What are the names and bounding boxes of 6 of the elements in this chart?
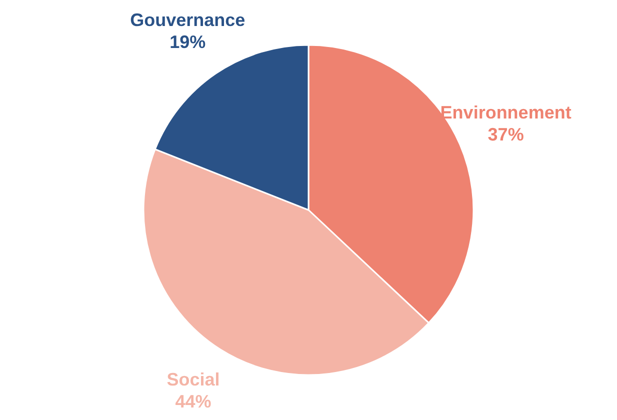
data-label: 19%	[170, 32, 206, 52]
data-label: 44%	[175, 392, 212, 412]
slice-label: Environnement	[440, 102, 572, 123]
slice-label: Gouvernance	[130, 10, 246, 30]
data-label: 37%	[488, 124, 524, 145]
slice-label: Social	[166, 370, 220, 390]
